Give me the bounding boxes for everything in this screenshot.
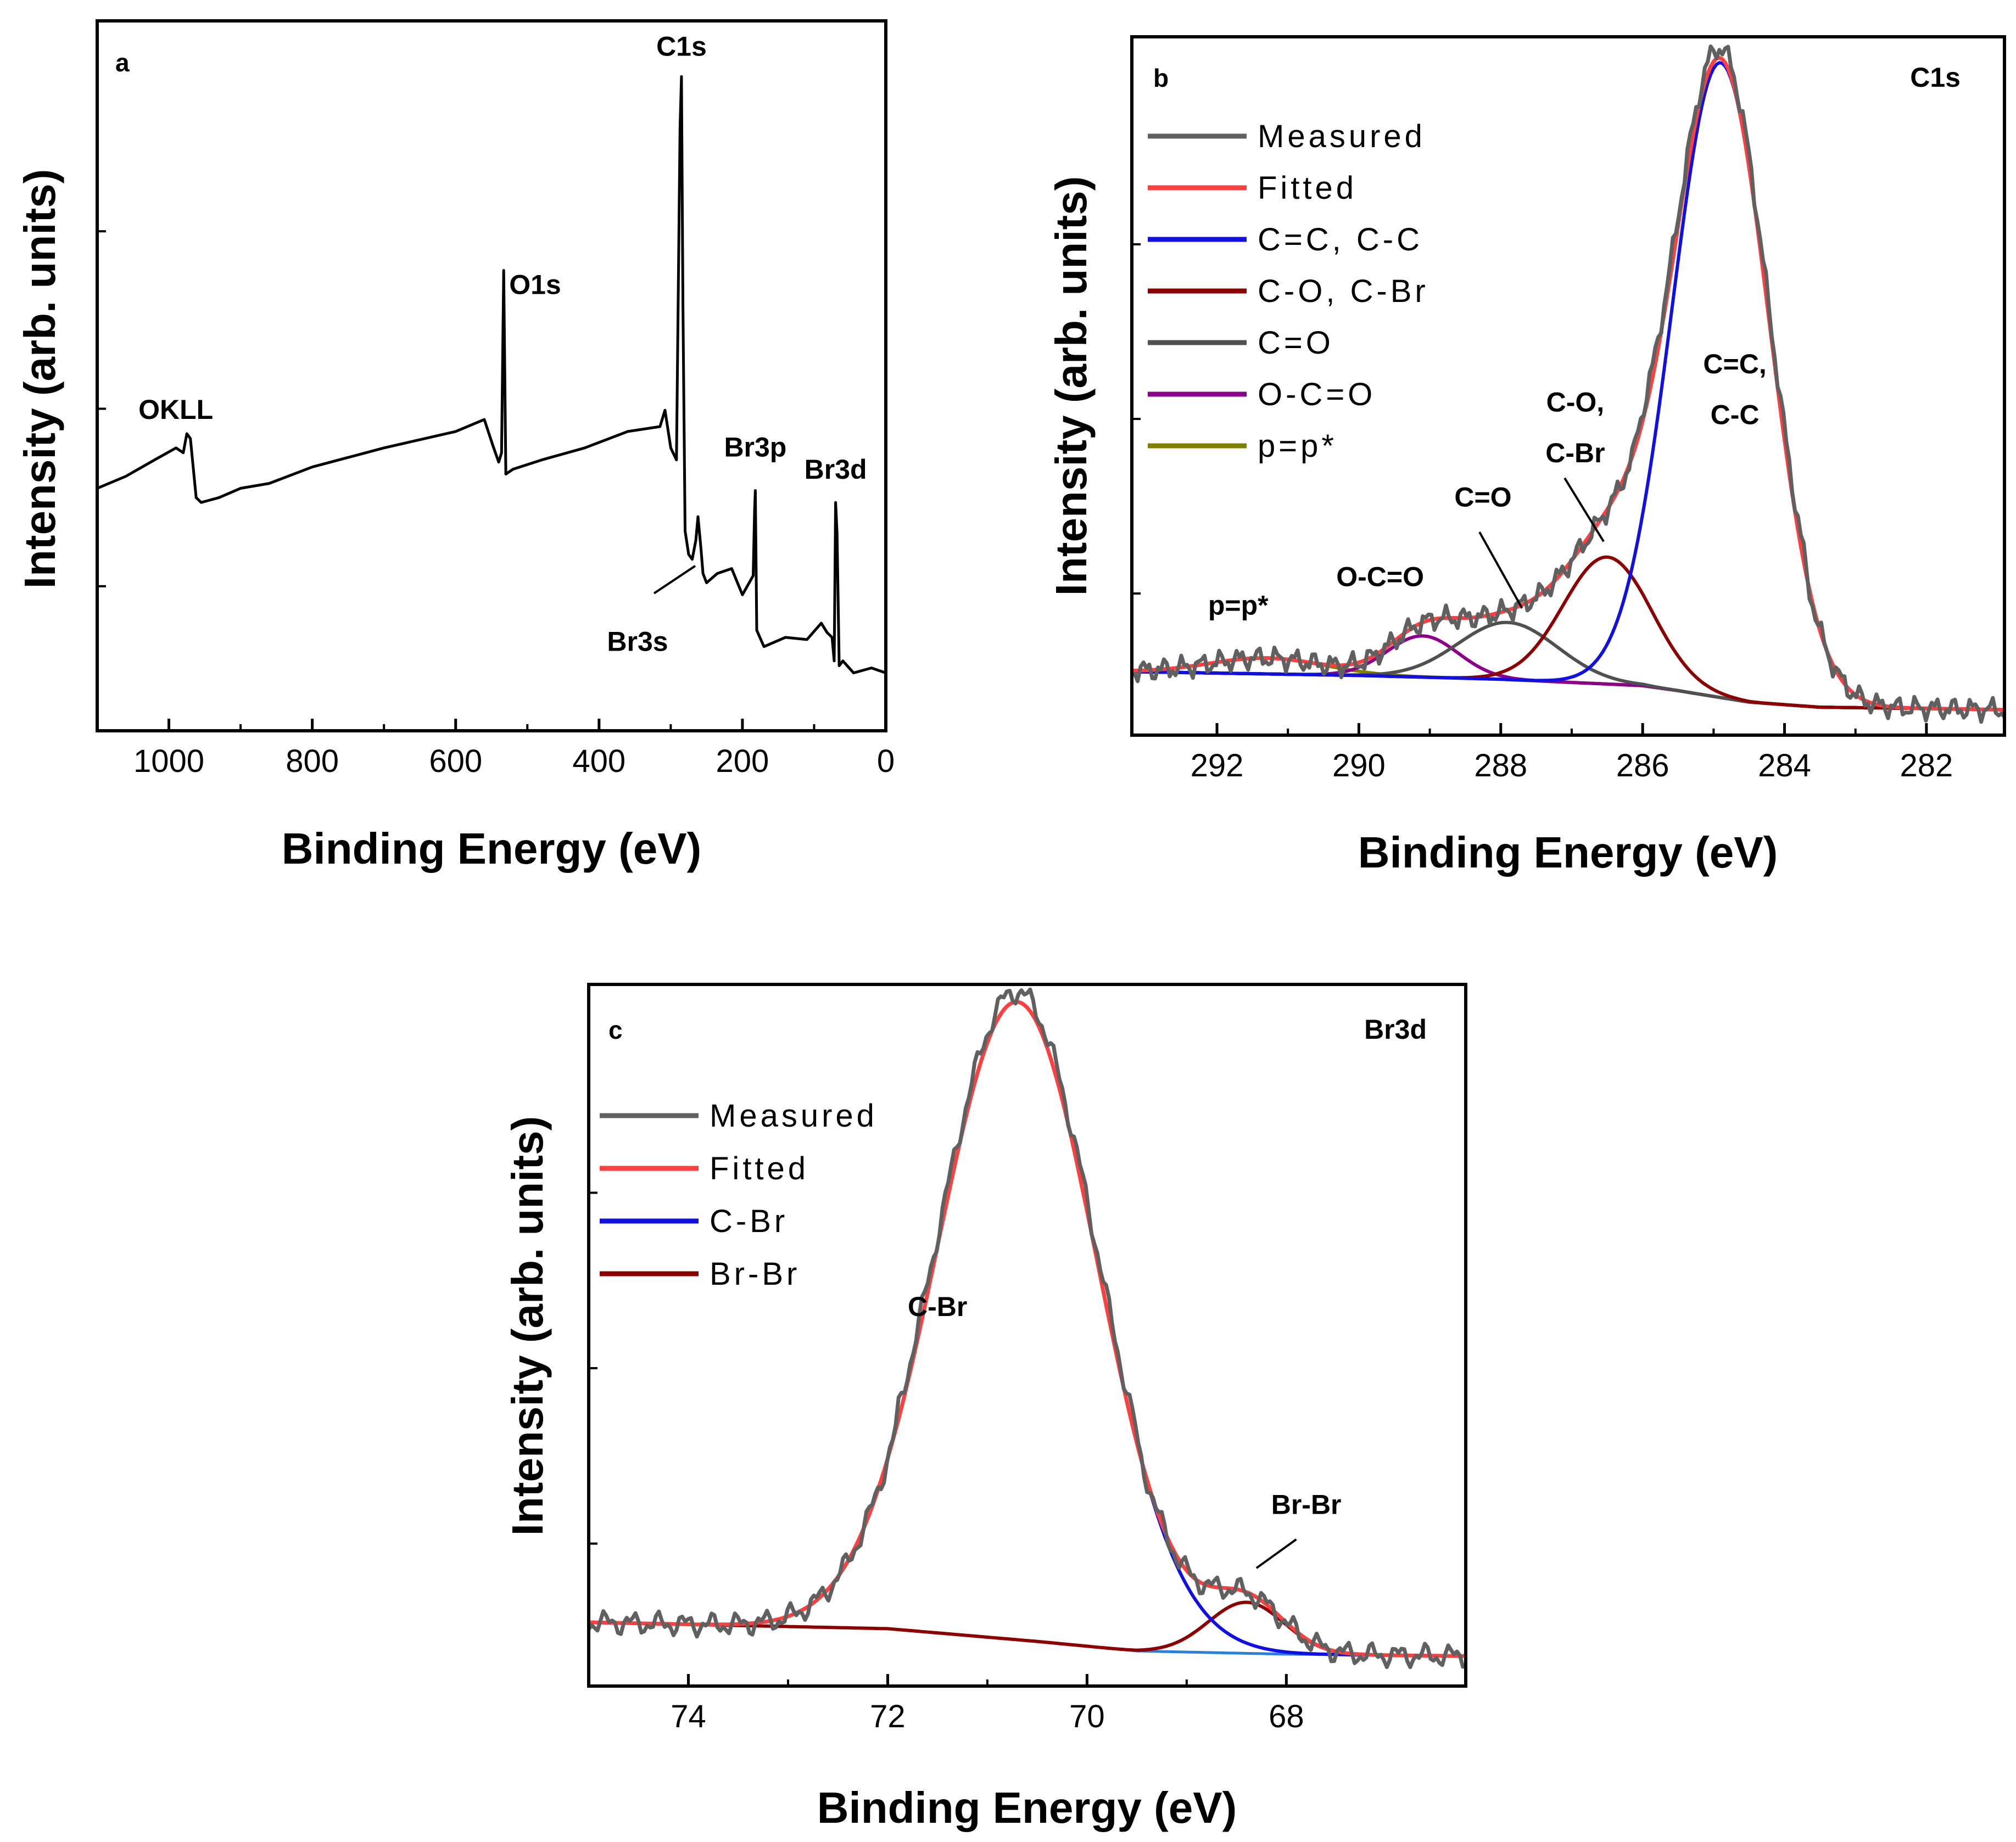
panel-b-legend-c-c-c-c: C=C, C-C	[1258, 222, 1423, 257]
panel-b-ylabel: Intensity (arb. units)	[1047, 176, 1096, 596]
panel-b-annotation-c-o: C=O	[1454, 482, 1511, 513]
panel-c-legend-br-br: Br-Br	[710, 1256, 800, 1292]
panel-c-annotation-br-br: Br-Br	[1271, 1489, 1342, 1520]
panel-b-legend-c-o-c-br: C-O, C-Br	[1258, 273, 1429, 309]
panel-b-frame	[1130, 35, 2006, 737]
panel-a-series-survey	[97, 75, 886, 675]
panel-a-br3s-pointer	[653, 565, 696, 595]
panel-c-xtick-label: 70	[1069, 1699, 1105, 1734]
panel-a-label: a	[115, 48, 130, 77]
panel-b-legend-o-c-o: O-C=O	[1258, 377, 1376, 412]
panel-a-annotation-o1s: O1s	[509, 270, 561, 300]
panel-a-survey: 1000 800 600 400 200 0 a OKLL O1s C1s Br3p Br3d Br…	[15, 19, 895, 873]
panel-a-annotation-br3s: Br3s	[607, 626, 668, 657]
panel-a-xtick-label: 200	[716, 743, 769, 779]
panel-c-corner-label: Br3d	[1364, 1014, 1427, 1045]
panel-c-xtick-label: 68	[1269, 1699, 1304, 1734]
panel-c-ylabel: Intensity (arb. units)	[503, 1116, 552, 1536]
panel-c-annotation-c-br: C-Br	[908, 1291, 967, 1322]
panel-b-xlabel: Binding Energy (eV)	[1358, 828, 1778, 877]
panel-a-xtick-label: 400	[572, 743, 626, 779]
panel-a-annotation-br3p: Br3p	[724, 432, 786, 462]
panel-b-annotation-c-o: C-O,	[1546, 387, 1605, 417]
panel-b-corner-label: C1s	[1910, 62, 1961, 93]
panel-b-annotation-c-c: C-C	[1711, 399, 1760, 430]
panel-b-label: b	[1153, 64, 1169, 92]
panel-a-xtick-label: 600	[429, 743, 482, 779]
panel-c-legend-fitted: Fitted	[710, 1151, 809, 1186]
panel-b-c1s: 292 290 288 286 284 282 b C1s Measured Fitted C…	[1047, 35, 2006, 877]
panel-c-xtick-label: 72	[870, 1699, 906, 1734]
panel-c-label: c	[608, 1016, 623, 1044]
panel-b-annotation-p-p: p=p*	[1208, 590, 1269, 620]
panel-b-legend-measured: Measured	[1258, 119, 1426, 154]
panel-a-xtick-label: 800	[286, 743, 339, 779]
panel-b-series-fitted	[1132, 55, 2004, 712]
panel-c-legend-measured: Measured	[710, 1098, 878, 1134]
panel-a-xlabel: Binding Energy (eV)	[282, 824, 702, 873]
panel-b-legend-fitted: Fitted	[1258, 170, 1357, 206]
panel-a-xtick-label: 1000	[133, 743, 204, 779]
panel-a-ylabel: Intensity (arb. units)	[15, 169, 64, 589]
panel-c-pointer	[1255, 1538, 1297, 1569]
panel-c-br3d: 74 72 70 68 c Br3d MeasuredFittedC-BrBr-Br …	[503, 983, 1467, 1832]
panel-b-xtick-label: 286	[1616, 748, 1669, 783]
panel-c-frame	[587, 983, 1467, 1688]
panel-b-xtick-label: 282	[1900, 748, 1953, 783]
panel-b-annotation-c-br: C-Br	[1545, 438, 1605, 468]
panel-c-legend-c-br: C-Br	[710, 1203, 788, 1239]
panel-b-xtick-label: 290	[1332, 748, 1386, 783]
panel-b-series-measured	[1132, 44, 2004, 724]
panel-b-pointer	[1478, 531, 1523, 609]
panel-a-annotation-c1s: C1s	[656, 31, 707, 61]
panel-c-xtick-label: 74	[671, 1699, 706, 1734]
panel-a-frame	[96, 19, 887, 732]
panel-b-pointer	[1563, 477, 1605, 542]
panel-c-series-measured	[589, 987, 1466, 1670]
panel-c-series-fitted	[589, 1000, 1466, 1658]
panel-b-xtick-label: 284	[1758, 748, 1811, 783]
panel-a-annotation-okll: OKLL	[138, 394, 213, 425]
panel-b-annotation-o-c-o: O-C=O	[1336, 561, 1424, 592]
panel-a-annotation-br3d: Br3d	[805, 454, 867, 485]
panel-b-annotation-c-c: C=C,	[1703, 349, 1766, 379]
panel-b-legend-c-o: C=O	[1258, 325, 1334, 361]
panel-b-xtick-label: 292	[1191, 748, 1244, 783]
panel-c-xlabel: Binding Energy (eV)	[817, 1783, 1237, 1832]
panel-b-legend-p-p: p=p*	[1258, 428, 1337, 464]
panel-a-xtick-label: 0	[877, 743, 895, 779]
panel-b-xtick-label: 288	[1474, 748, 1527, 783]
